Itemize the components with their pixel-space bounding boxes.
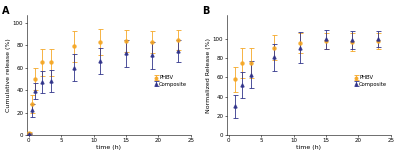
- Text: A: A: [2, 6, 10, 16]
- Text: B: B: [202, 6, 210, 16]
- Y-axis label: Normalized Release (%): Normalized Release (%): [206, 38, 211, 112]
- X-axis label: time (h): time (h): [96, 145, 121, 150]
- Legend: PHBV, Composite: PHBV, Composite: [154, 74, 188, 88]
- Legend: PHBV, Composite: PHBV, Composite: [354, 74, 388, 88]
- X-axis label: time (h): time (h): [296, 145, 321, 150]
- Y-axis label: Cumulative release (%): Cumulative release (%): [6, 38, 11, 112]
